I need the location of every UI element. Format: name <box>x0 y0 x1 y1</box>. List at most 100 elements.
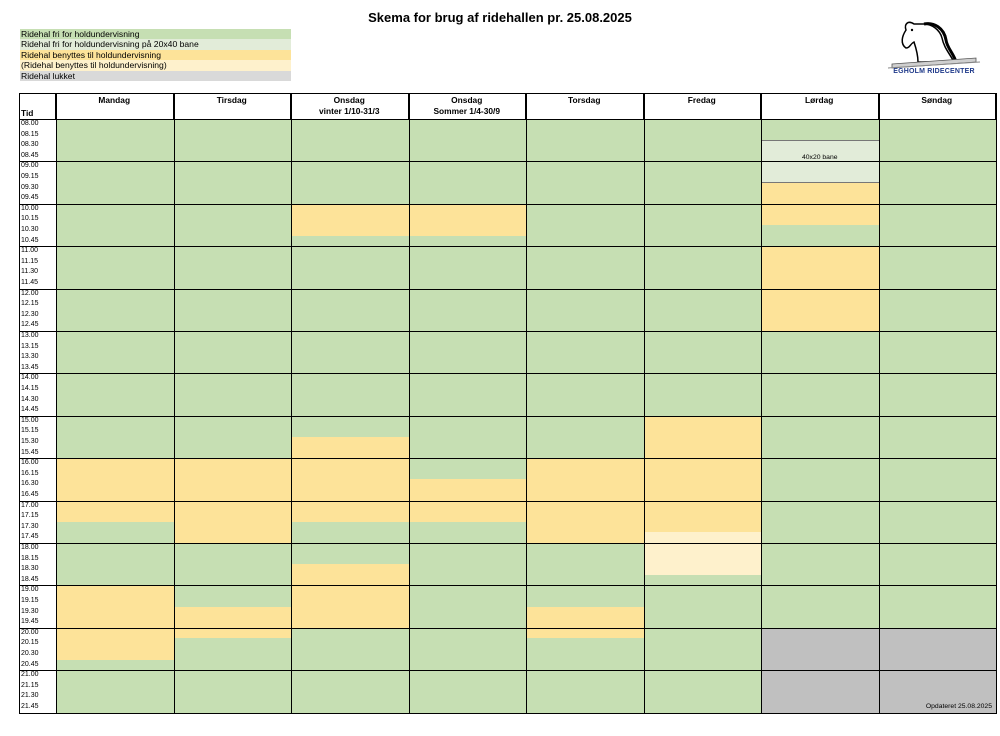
time-label: 14.15 <box>21 385 39 392</box>
time-label: 21.30 <box>21 692 39 700</box>
schedule-block-busy <box>527 458 644 543</box>
logo-text: EGHOLM RIDECENTER <box>893 68 975 75</box>
grid-line <box>19 458 996 460</box>
grid-line <box>173 93 175 714</box>
day-name: Onsdag <box>451 95 483 105</box>
time-label: 14.00 <box>21 374 39 382</box>
bane-note: 40x20 bane <box>801 154 838 162</box>
grid-line <box>19 670 996 672</box>
time-label: 08.45 <box>21 151 39 159</box>
time-label: 12.00 <box>21 289 39 297</box>
day-name: Fredag <box>687 95 716 105</box>
grid-line <box>526 93 527 714</box>
schedule-block-busy <box>644 415 761 533</box>
legend-item: Ridehal fri for holdundervisning <box>20 29 291 40</box>
time-label: 09.00 <box>21 162 39 170</box>
time-label: 14.45 <box>21 406 39 414</box>
time-column-header: Tid <box>19 93 56 119</box>
schedule-block-busy <box>762 246 879 331</box>
time-label: 09.30 <box>21 183 39 191</box>
day-name: Tirsdag <box>216 95 247 105</box>
day-name: Lørdag <box>805 95 834 105</box>
time-label: 11.45 <box>21 279 38 286</box>
day-header: Tirsdag <box>174 93 291 119</box>
day-header: Torsdag <box>526 93 644 119</box>
schedule-block-busy <box>174 458 291 543</box>
time-label: 10.00 <box>21 204 39 212</box>
time-label: 13.45 <box>21 363 39 371</box>
grid-line <box>19 93 996 94</box>
grid-line <box>19 161 996 163</box>
time-label: 17.30 <box>21 522 39 530</box>
day-name: Torsdag <box>568 95 601 105</box>
time-label: 17.00 <box>21 501 39 509</box>
grid-line <box>56 93 57 714</box>
day-season: vinter 1/10-31/3 <box>318 106 380 116</box>
day-header: Fredag <box>644 93 761 119</box>
schedule-block-busy-light <box>644 532 761 575</box>
time-label: 17.15 <box>21 512 39 520</box>
time-label: 12.30 <box>21 310 39 318</box>
schedule-block-busy <box>57 458 174 522</box>
time-label: 19.45 <box>21 618 39 626</box>
time-label: 16.30 <box>21 480 39 488</box>
time-label: 11.15 <box>21 257 38 265</box>
time-label: 21.15 <box>21 681 39 689</box>
time-label: 17.45 <box>21 533 39 541</box>
schedule-block-busy <box>527 606 644 639</box>
schedule-block-busy <box>409 203 526 236</box>
time-label: 15.15 <box>21 427 39 435</box>
time-label: 10.15 <box>21 215 39 223</box>
time-label: 18.30 <box>21 565 39 573</box>
grid-line <box>19 585 996 587</box>
schedule-block-busy <box>57 585 174 660</box>
grid-line <box>19 93 20 714</box>
time-label: 11.00 <box>21 247 38 255</box>
schedule-block-busy <box>762 182 879 225</box>
grid-line <box>19 712 996 714</box>
time-label: 18.15 <box>21 554 39 562</box>
day-name: Søndag <box>921 95 953 105</box>
grid-line <box>19 331 996 332</box>
grid-line <box>996 93 997 714</box>
grid-line <box>408 93 410 714</box>
schedule-block-busy <box>409 479 526 522</box>
grid-line <box>19 373 996 375</box>
grid-line <box>19 627 996 629</box>
time-label: 12.45 <box>21 321 39 329</box>
legend-item: Ridehal lukket <box>20 70 291 81</box>
time-label: 09.45 <box>21 194 39 202</box>
time-label: 09.15 <box>21 173 39 180</box>
day-header: Søndag <box>879 93 996 119</box>
time-label: 08.15 <box>21 130 39 138</box>
time-label: 19.15 <box>21 597 39 604</box>
day-header: Lørdag <box>761 93 879 119</box>
schedule-grid: Tid Mandag Tirsdag Onsdag vinter 1/10-31/3 O… <box>19 93 997 714</box>
grid-line <box>291 93 292 714</box>
time-label: 15.00 <box>21 416 39 424</box>
day-name: Onsdag <box>333 95 365 105</box>
time-label: 13.15 <box>21 342 39 350</box>
time-label: 11.30 <box>21 268 38 276</box>
time-label: 19.30 <box>21 607 39 615</box>
day-name: Mandag <box>98 95 131 105</box>
time-label: 16.00 <box>21 459 39 467</box>
time-label: 15.45 <box>21 448 39 456</box>
grid-line <box>761 93 762 714</box>
time-label: 14.30 <box>21 395 39 403</box>
time-label: 10.30 <box>21 226 39 233</box>
time-label: 18.45 <box>21 575 39 583</box>
time-header-label: Tid <box>21 108 34 118</box>
grid-line <box>19 119 996 120</box>
grid-line <box>19 415 996 417</box>
schedule-block-busy <box>174 606 291 639</box>
legend-item: Ridehal fri for holdundervisning på 20x4… <box>20 39 291 50</box>
time-label: 12.15 <box>21 300 39 308</box>
time-label: 21.45 <box>21 703 39 710</box>
time-label: 16.15 <box>21 469 39 477</box>
updated-note: Opdateret 25.08.2025 <box>925 702 992 710</box>
horse-head-logo-icon <box>887 21 981 69</box>
schedule-block-busy <box>292 437 409 522</box>
time-label: 13.30 <box>21 353 39 361</box>
legend-item: (Ridehal benyttes til holdundervisning) <box>20 60 291 71</box>
